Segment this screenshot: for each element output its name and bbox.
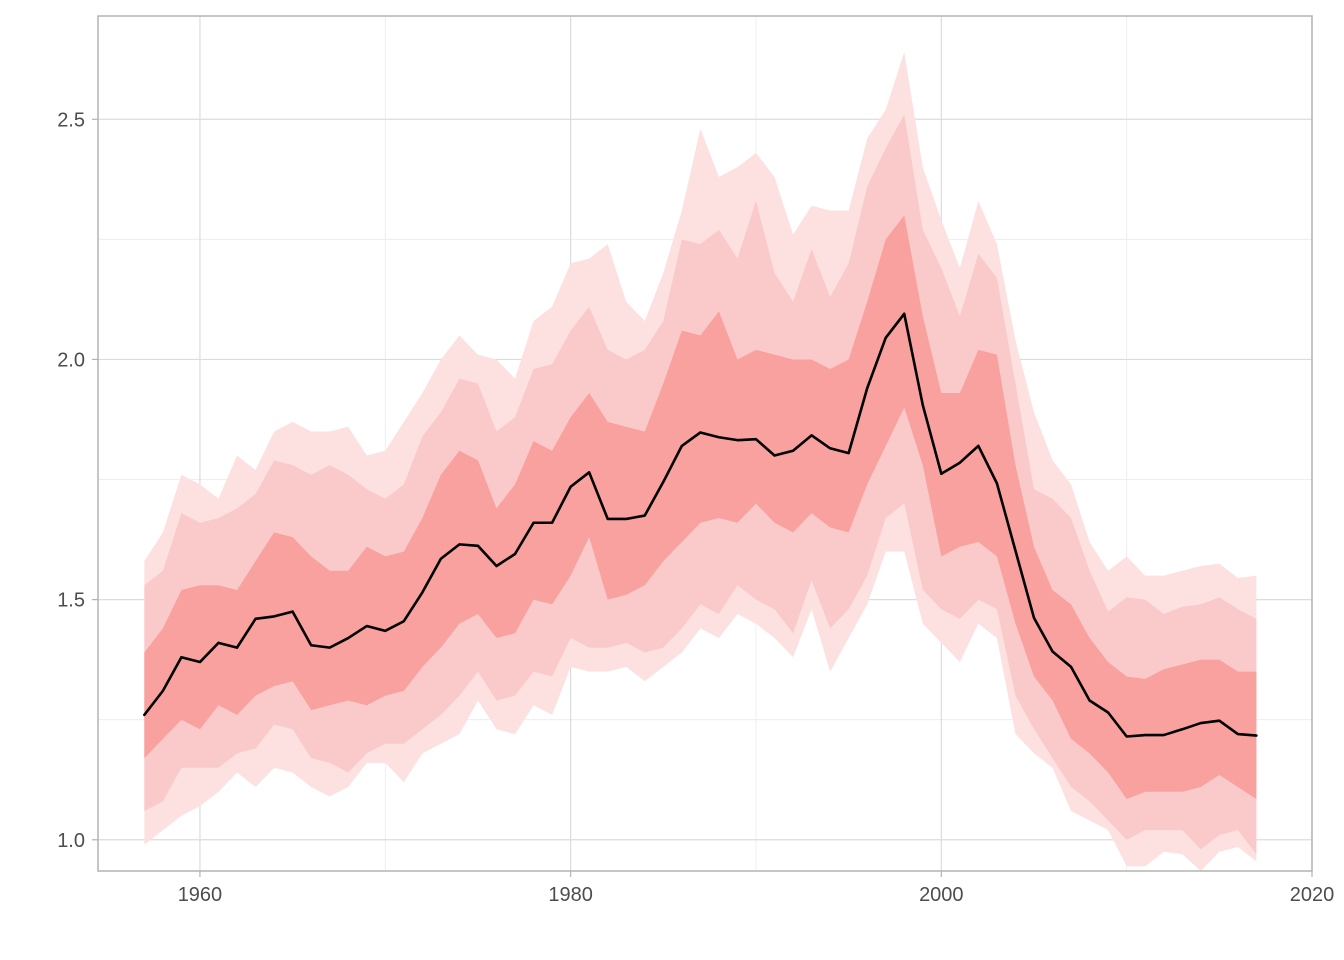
x-tick-label: 2020: [1290, 884, 1335, 906]
y-tick-label: 2.5: [57, 109, 85, 131]
y-tick-label: 1.0: [57, 830, 85, 852]
band-inner: [144, 215, 1257, 799]
median-line: [143, 312, 1258, 738]
x-tick-label: 1980: [548, 884, 593, 906]
x-tick-label: 1960: [178, 884, 223, 906]
x-tick-label: 2000: [919, 884, 964, 906]
uncertainty-bands: [144, 52, 1257, 871]
axis-tick-labels: 1960 1980 2000 2020 1.0 1.5 2.0 2.5: [57, 109, 1334, 906]
y-tick-label: 1.5: [57, 590, 85, 612]
panel-border: [97, 15, 1313, 872]
median-line-layer: [143, 312, 1258, 738]
y-tick-label: 2.0: [57, 349, 85, 371]
axis-ticks: [92, 118, 1313, 877]
